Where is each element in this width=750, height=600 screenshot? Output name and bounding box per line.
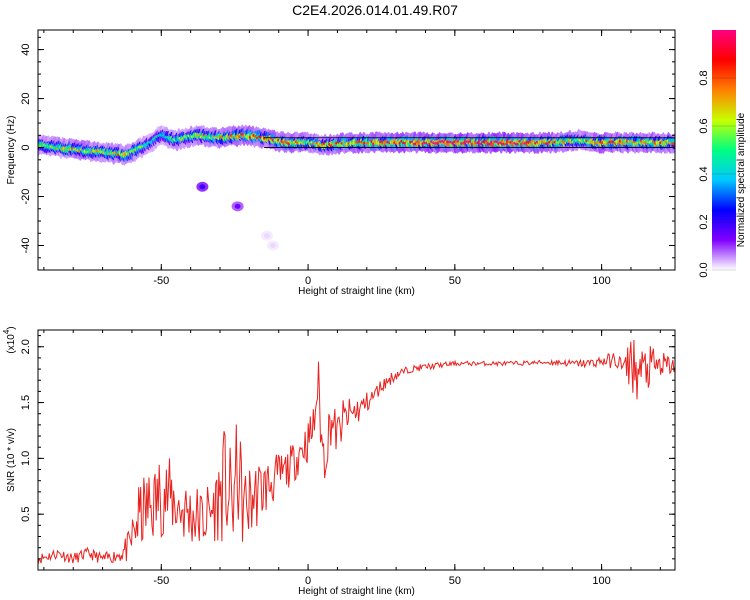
- snr-y-tick-label: 1.0: [20, 451, 32, 466]
- colorbar: 0.0 0.2 0.4 0.6 0.8 Normalized spectral ampl…: [698, 30, 747, 278]
- spectrogram-y-tick-label: -40: [20, 238, 32, 254]
- spectrogram-y-axis-label: Frequency (Hz): [6, 116, 17, 185]
- colorbar-tick-label: 0.6: [698, 118, 710, 133]
- spectrogram-blob-core: [234, 203, 241, 209]
- spectrogram-y-tick-label: 40: [20, 43, 32, 55]
- spectrogram-axes: -50 0 50 100 -40 -20 0 20 40: [20, 30, 675, 287]
- snr-y-tick-label: 0.5: [20, 507, 32, 522]
- spectrogram-ridge: [38, 124, 675, 251]
- snr-scale-close: ): [6, 326, 17, 329]
- snr-x-tick-label: -50: [153, 575, 169, 587]
- snr-x-tick-label: 0: [305, 575, 311, 587]
- colorbar-label: Normalized spectral amplitude: [736, 112, 747, 247]
- colorbar-tick-label: 0.2: [698, 214, 710, 229]
- snr-frame: [37, 329, 676, 571]
- spectrogram-blob-core: [199, 184, 206, 190]
- colorbar-tick-label: 0.4: [698, 166, 710, 181]
- spectrogram-frame: [37, 29, 676, 271]
- spectrogram-blob-core: [269, 243, 276, 249]
- spectrogram-cell: [671, 142, 675, 146]
- figure-title: C2E4.2026.014.01.49.R07: [292, 2, 458, 18]
- spectrogram-x-tick-label: 50: [449, 275, 461, 287]
- snr-panel: -50 0 50 100 0.5 1.0 1.5 2.0 Height of straight…: [2, 326, 676, 597]
- colorbar-tick-label: 0.8: [698, 70, 710, 85]
- snr-y-tick-label: 2.0: [20, 339, 32, 354]
- colorbar-gradient: [712, 30, 736, 270]
- spectrogram-x-tick-label: 100: [592, 275, 610, 287]
- spectrogram-x-tick-label: -50: [153, 275, 169, 287]
- spectrogram-x-tick-label: 0: [305, 275, 311, 287]
- snr-x-axis-label: Height of straight line (km): [298, 586, 415, 597]
- spectrogram-y-tick-label: 20: [20, 92, 32, 104]
- colorbar-tick-label: 0.0: [698, 262, 710, 277]
- snr-axes: -50 0 50 100 0.5 1.0 1.5 2.0: [20, 330, 675, 587]
- spectrogram-y-tick-label: -20: [20, 189, 32, 205]
- snr-scale-exponent: 4: [2, 329, 11, 334]
- spectrogram-panel: -50 0 50 100 -40 -20 0 20 40 Height of straight …: [6, 29, 676, 297]
- snr-x-tick-label: 50: [449, 575, 461, 587]
- colorbar-ticks: 0.0 0.2 0.4 0.6 0.8: [698, 70, 736, 278]
- spectrogram-marks: [38, 124, 675, 251]
- spectrogram-y-tick-label: 0: [20, 144, 32, 150]
- snr-scale-label: (x104): [2, 326, 17, 353]
- snr-y-tick-label: 1.5: [20, 395, 32, 410]
- snr-series-line: [38, 339, 675, 565]
- snr-marks: [38, 339, 675, 565]
- spectrogram-x-axis-label: Height of straight line (km): [298, 286, 415, 297]
- snr-y-axis-label: SNR (10 * v/v): [6, 428, 17, 492]
- snr-x-tick-label: 100: [592, 575, 610, 587]
- snr-scale-base: (x10: [6, 334, 17, 354]
- spectrogram-blob-core: [263, 233, 270, 239]
